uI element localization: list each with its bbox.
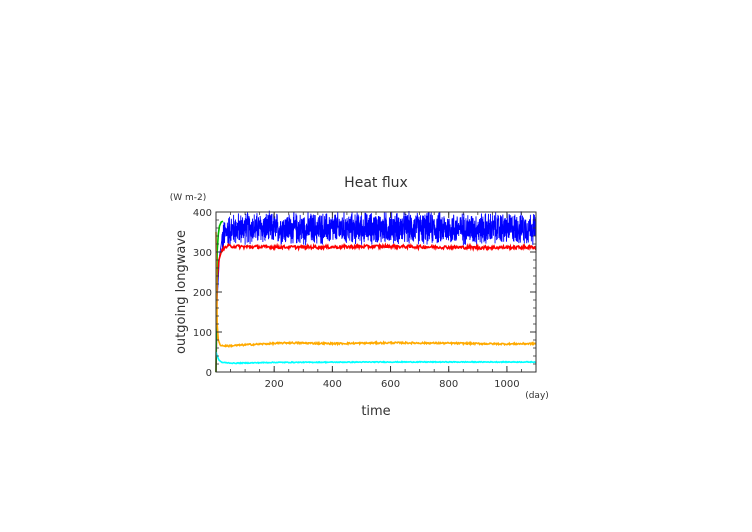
x-unit-label: (day) (525, 391, 549, 401)
y-unit-label: (W m-2) (170, 193, 207, 203)
series-line-3 (215, 231, 537, 349)
y-tick-label: 100 (193, 328, 212, 339)
x-tick-label: 1000 (494, 379, 519, 390)
x-tick-label: 600 (381, 379, 400, 390)
tick-labels-layer: 200 400 600 800 1000 0 100 200 300 400 (193, 208, 520, 390)
ticks-layer (215, 211, 537, 373)
y-axis-title: outgoing longwave (174, 230, 189, 354)
x-tick-label: 400 (323, 379, 342, 390)
x-axis-title: time (361, 404, 390, 419)
series-line-0 (215, 210, 537, 373)
x-tick-label: 800 (439, 379, 458, 390)
y-tick-label: 400 (193, 208, 212, 219)
y-tick-label: 0 (206, 368, 212, 379)
y-tick-label: 200 (193, 288, 212, 299)
series-line-1 (215, 242, 537, 373)
x-tick-label: 200 (265, 379, 284, 390)
chart-title: Heat flux (344, 175, 408, 191)
series-layer (215, 210, 537, 373)
series-line-4 (215, 351, 537, 365)
y-tick-label: 300 (193, 248, 212, 259)
